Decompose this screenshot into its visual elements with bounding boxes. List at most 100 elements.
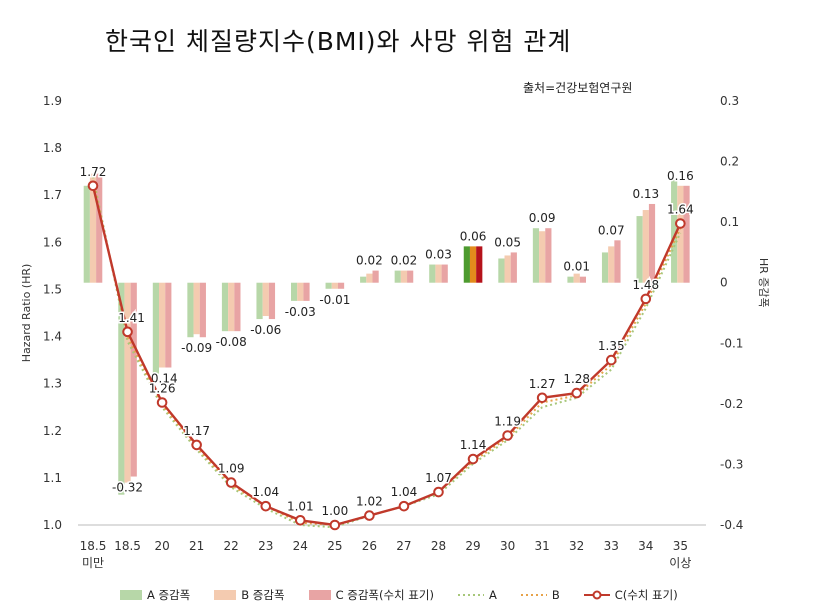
bar-a — [118, 282, 125, 495]
series-c-point — [398, 500, 410, 512]
legend-item: C(수치 표기) — [583, 587, 678, 603]
bar-value-label: 0.07 — [598, 223, 625, 237]
series-c-point — [364, 510, 375, 521]
legend-swatch — [214, 590, 237, 600]
x-tick-label: 18.5 — [114, 539, 141, 553]
bar-b — [642, 210, 649, 283]
series-c-point — [329, 519, 341, 531]
legend-swatch — [457, 594, 484, 596]
point-value-label: 1.64 — [667, 202, 694, 216]
bar-value-label: -0.08 — [216, 335, 247, 349]
series-c-point — [122, 326, 133, 338]
series-c-point — [87, 180, 99, 192]
bar-a — [360, 276, 367, 283]
bar-c — [165, 282, 172, 368]
bar-c — [199, 282, 206, 338]
bar-c — [303, 282, 310, 301]
bar-b — [89, 173, 97, 283]
bar-a — [187, 282, 194, 338]
legend-swatch — [583, 590, 610, 600]
series-c-point — [433, 486, 444, 498]
bar-b — [400, 270, 408, 283]
x-tick-label: 34 — [638, 539, 653, 553]
bar-value-label: -0.09 — [181, 341, 212, 355]
legend-item: C 증감폭(수치 표기) — [308, 587, 434, 603]
series-c-point — [467, 453, 479, 465]
bar-c — [683, 185, 690, 283]
y-tick-label: 1.0 — [43, 518, 62, 532]
bar-b — [124, 282, 131, 483]
y-tick-label: 1.2 — [43, 424, 62, 438]
bar-b — [159, 282, 166, 368]
bar-c — [441, 264, 448, 283]
x-tick-label: 29 — [465, 539, 480, 553]
point-value-label: 1.19 — [494, 414, 521, 428]
source-note: 출처=건강보험연구원 — [523, 81, 633, 95]
bar-a — [567, 276, 574, 283]
x-tick-label: 26 — [362, 539, 377, 553]
bar-value-label: -0.03 — [285, 305, 316, 319]
bar-b — [331, 282, 338, 289]
y-axis-title: Hazard Ratio (HR) — [20, 264, 33, 363]
point-value-label: 1.09 — [218, 462, 245, 476]
y2-tick-label: -0.3 — [720, 457, 743, 471]
y2-tick-label: -0.2 — [720, 397, 743, 411]
series-c-point — [295, 514, 306, 526]
point-value-label: 1.01 — [287, 499, 314, 513]
y2-tick-label: 0.3 — [720, 94, 739, 108]
bar-c — [545, 228, 552, 283]
bar-a — [394, 270, 401, 283]
y2-tick-label: -0.4 — [720, 518, 743, 532]
y-tick-label: 1.9 — [43, 94, 62, 108]
x-tick-label: 24 — [293, 539, 308, 553]
y-tick-label: 1.3 — [43, 377, 62, 391]
bar-value-label: 0.13 — [632, 187, 659, 201]
legend-item: B — [520, 588, 560, 602]
bar-c — [268, 282, 276, 320]
legend-label: A — [488, 588, 497, 602]
legend-item: A — [457, 588, 497, 602]
point-value-label: 1.26 — [149, 382, 176, 396]
bar-a — [221, 282, 229, 332]
bar-a — [429, 264, 436, 283]
bar-value-label: -0.32 — [112, 481, 143, 495]
point-value-label: 1.41 — [118, 311, 145, 325]
point-value-label: 1.27 — [529, 377, 556, 391]
point-value-label: 1.04 — [252, 485, 279, 499]
bar-b — [297, 282, 304, 301]
series-c-point — [502, 430, 513, 441]
legend-label: C(수치 표기) — [614, 588, 678, 602]
series-c-point — [191, 439, 202, 451]
legend-label: B 증감폭 — [241, 588, 285, 602]
y2-axis-title: HR 증감폭 — [757, 258, 770, 308]
bar-value-label: 0.01 — [563, 260, 590, 274]
bar-b — [539, 231, 546, 283]
point-value-label: 1.02 — [356, 495, 383, 509]
y-tick-label: 1.6 — [43, 235, 62, 249]
bar-a — [601, 252, 609, 283]
x-tick-label: 20 — [154, 539, 169, 553]
series-c-point — [675, 218, 686, 229]
bar-c — [614, 240, 621, 283]
series-c-point — [571, 387, 583, 399]
point-value-label: 1.04 — [391, 485, 418, 499]
point-value-label: 1.48 — [632, 278, 659, 292]
bar-a — [256, 282, 263, 320]
y2-tick-label: 0.1 — [720, 215, 739, 229]
point-value-label: 1.07 — [425, 471, 452, 485]
legend-label: A 증감폭 — [147, 588, 191, 602]
bmi-hazard-chart: 1.0 1.1 1.2 1.3 1.4 1.5 1.6 1.7 1.8 1.9 -0.4 -0.3 -0… — [20, 94, 770, 570]
bar-a — [463, 246, 470, 283]
y-tick-label: 1.5 — [43, 282, 62, 296]
point-value-label: 1.28 — [563, 372, 590, 386]
bar-b — [469, 246, 477, 283]
bar-a — [291, 282, 298, 301]
bar-b — [228, 282, 235, 332]
bar-value-label: -0.01 — [319, 293, 350, 307]
bar-b — [608, 246, 615, 283]
legend-swatch — [120, 590, 142, 600]
bar-a — [83, 185, 90, 283]
y2-tick-label: 0 — [720, 276, 728, 290]
bar-a — [532, 228, 540, 283]
bar-a — [671, 179, 678, 283]
